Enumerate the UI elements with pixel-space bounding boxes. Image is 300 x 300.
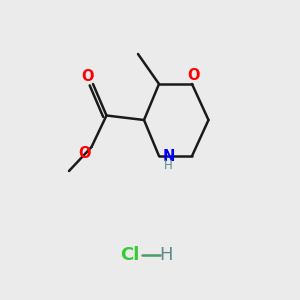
Text: N: N	[162, 149, 175, 164]
Text: O: O	[187, 68, 200, 82]
Text: H: H	[160, 246, 173, 264]
Text: H: H	[164, 159, 173, 172]
Text: Cl: Cl	[120, 246, 139, 264]
Text: O: O	[81, 69, 94, 84]
Text: O: O	[79, 146, 91, 160]
